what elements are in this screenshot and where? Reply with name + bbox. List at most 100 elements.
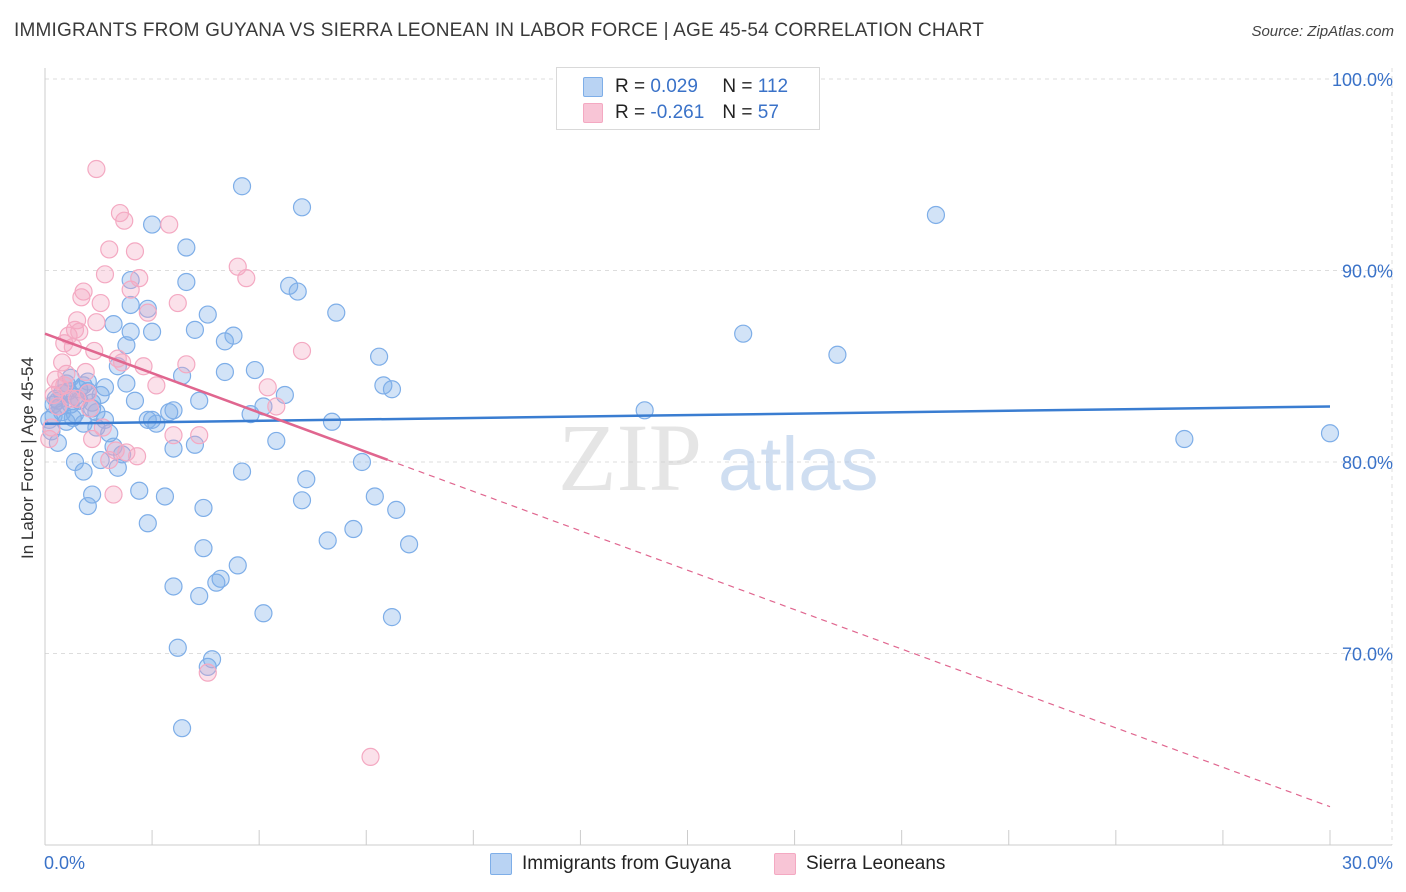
point-guyana [155, 487, 175, 506]
point-guyana [74, 462, 93, 481]
chart-title: IMMIGRANTS FROM GUYANA VS SIERRA LEONEAN… [14, 20, 985, 41]
legend-swatch-sierra [583, 103, 603, 123]
point-sierra-leonean [68, 311, 87, 330]
point-guyana [194, 498, 213, 518]
point-guyana [121, 322, 140, 341]
point-sierra-leonean [70, 322, 89, 341]
point-guyana [164, 401, 183, 420]
point-guyana [926, 205, 946, 225]
point-sierra-leonean [147, 376, 166, 395]
legend-row-sierra: R = -0.261 N = 57 [583, 101, 779, 125]
grid-lines [45, 68, 1393, 845]
trend-line-sierra-dashed [387, 459, 1331, 808]
point-sierra-leonean [258, 378, 277, 397]
point-guyana [215, 362, 234, 382]
point-guyana [125, 391, 145, 410]
point-guyana [254, 604, 273, 623]
point-sierra-leonean [104, 485, 123, 504]
point-sierra-leonean [53, 353, 72, 372]
point-sierra-leonean [100, 240, 119, 259]
point-guyana [198, 305, 217, 324]
point-sierra-leonean [138, 303, 157, 322]
point-sierra-leonean [93, 418, 112, 437]
point-guyana [130, 481, 149, 500]
legend-n-value: 57 [757, 102, 779, 123]
point-guyana [198, 657, 217, 677]
point-guyana [292, 198, 312, 217]
point-sierra-leonean [267, 397, 286, 416]
point-guyana [194, 539, 213, 558]
point-guyana [147, 414, 166, 433]
point-sierra-leonean [83, 429, 102, 449]
point-guyana [78, 496, 97, 516]
point-sierra-leonean [160, 215, 179, 234]
point-guyana [142, 322, 162, 341]
axes [44, 68, 1392, 846]
point-guyana [48, 433, 67, 452]
point-guyana [95, 378, 115, 397]
bottom-legend-guyana: Immigrants from Guyana [490, 852, 731, 876]
point-guyana [297, 470, 316, 489]
point-sierra-leonean [40, 429, 59, 449]
point-guyana [365, 487, 384, 506]
point-guyana [117, 336, 136, 355]
watermark-atlas: atlas [718, 422, 879, 507]
point-guyana [121, 295, 140, 315]
point-guyana [382, 608, 402, 627]
point-guyana [387, 500, 406, 519]
point-sierra-leonean [164, 426, 183, 445]
point-guyana [399, 535, 419, 554]
point-sierra-leonean [76, 362, 95, 382]
point-guyana [177, 238, 196, 257]
y-tick-label: 80.0% [1342, 453, 1393, 473]
point-guyana [370, 347, 389, 366]
point-guyana [327, 303, 346, 322]
point-sierra-leonean [78, 383, 97, 403]
point-guyana [164, 439, 183, 458]
point-sierra-leonean [91, 293, 110, 313]
point-guyana [83, 485, 102, 504]
point-sierra-leonean [106, 441, 125, 460]
legend-swatch-guyana [583, 77, 603, 97]
y-tick-label: 100.0% [1332, 70, 1393, 90]
point-guyana [228, 556, 247, 575]
point-guyana [232, 177, 252, 196]
point-sierra-leonean [55, 376, 74, 395]
point-sierra-leonean [198, 663, 217, 682]
point-guyana [215, 332, 234, 351]
legend-n-label: N = [722, 102, 753, 123]
point-guyana [142, 215, 162, 234]
legend-r-label: R = [615, 102, 646, 123]
watermark-zip: ZIP [558, 404, 702, 511]
y-tick-label: 70.0% [1342, 645, 1393, 665]
point-guyana [138, 410, 157, 429]
point-sierra-leonean [68, 389, 87, 408]
stats-legend: R = 0.029 N = 112 R = -0.261 N = 57 [556, 67, 820, 130]
trend-line-sierra-solid [44, 332, 389, 462]
point-sierra-leonean [57, 364, 76, 384]
x-tick-label: 0.0% [44, 853, 85, 873]
point-sierra-leonean [115, 211, 134, 230]
point-sierra-leonean [100, 450, 119, 470]
point-guyana [232, 462, 252, 481]
point-guyana [734, 324, 753, 343]
bottom-legend-label: Sierra Leoneans [806, 853, 946, 874]
point-guyana [382, 380, 402, 399]
bottom-swatch-sierra [774, 853, 796, 875]
point-guyana [172, 719, 192, 738]
point-guyana [185, 435, 205, 454]
point-sierra-leonean [177, 355, 196, 374]
y-tick-label: 90.0% [1342, 262, 1393, 282]
y-axis-label: In Labor Force | Age 45-54 [18, 357, 37, 559]
legend-r-label: R = [615, 76, 646, 97]
legend-n-label: N = [722, 76, 753, 97]
point-guyana [138, 299, 157, 318]
point-sierra-leonean [74, 282, 93, 301]
point-sierra-leonean [237, 269, 256, 288]
legend-n-value: 112 [757, 76, 789, 97]
point-sierra-leonean [168, 293, 187, 313]
point-guyana [117, 374, 136, 393]
point-sierra-leonean [292, 341, 312, 361]
point-guyana [267, 431, 286, 451]
